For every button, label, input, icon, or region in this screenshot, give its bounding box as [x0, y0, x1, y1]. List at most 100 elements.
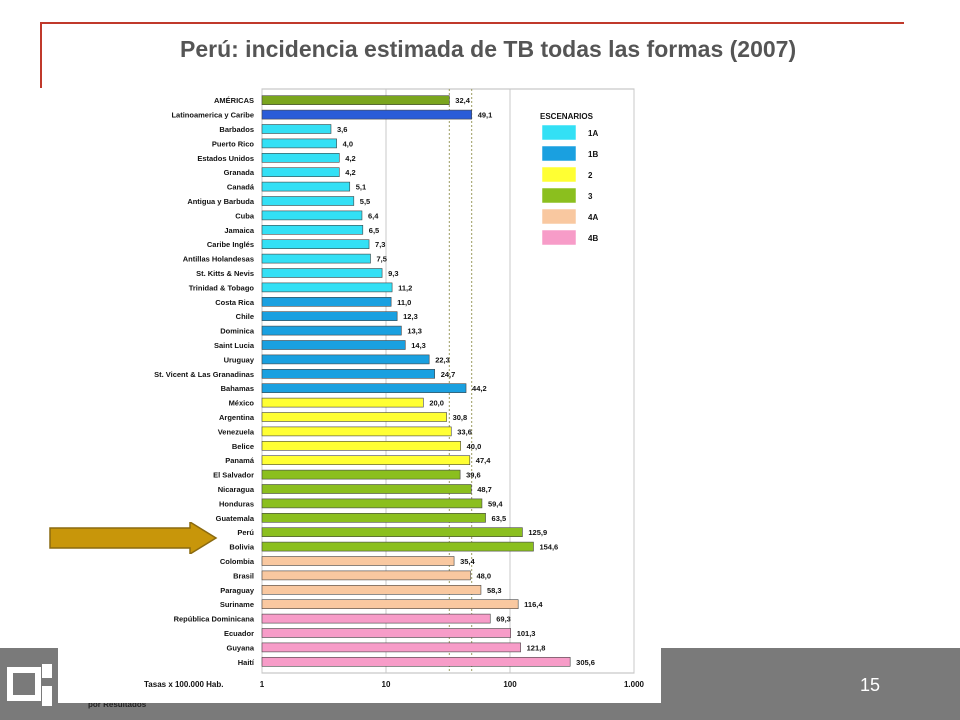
bar — [261, 484, 472, 494]
bar-value-label: 3,6 — [337, 125, 347, 134]
bar — [261, 656, 571, 667]
bar-value-label: 154,6 — [539, 543, 558, 552]
category-label: Trinidad & Tobago — [189, 283, 255, 292]
bar — [261, 210, 363, 221]
bar — [261, 167, 340, 177]
category-label: Honduras — [219, 499, 254, 508]
bar-value-label: 63,5 — [492, 514, 507, 523]
bar-value-label: 121,8 — [527, 643, 546, 652]
bar-value-label: 44,2 — [472, 384, 487, 393]
bar — [261, 325, 402, 336]
bar — [261, 196, 355, 206]
bar — [261, 512, 486, 523]
category-label: Caribe Inglés — [207, 240, 254, 249]
bar-value-label: 14,3 — [411, 341, 426, 350]
category-label: Guyana — [226, 643, 254, 652]
x-tick-label: 1.000 — [624, 680, 645, 689]
legend-swatch — [541, 187, 577, 204]
bar-value-label: 4,2 — [345, 154, 355, 163]
bar — [261, 412, 447, 422]
bar-value-label: 30,8 — [453, 413, 468, 422]
bar — [261, 541, 534, 552]
legend-swatch — [541, 124, 577, 141]
bar — [261, 628, 511, 638]
bar-value-label: 48,0 — [476, 571, 491, 580]
category-label: Ecuador — [224, 629, 254, 638]
category-label: Argentina — [219, 413, 255, 422]
bar-value-label: 5,5 — [360, 197, 370, 206]
bar-value-label: 4,2 — [345, 168, 355, 177]
bar-value-label: 49,1 — [478, 111, 493, 120]
legend-title: ESCENARIOS — [540, 112, 594, 121]
category-label: Suriname — [220, 600, 254, 609]
bar — [261, 556, 455, 566]
bar-value-label: 33,6 — [457, 427, 472, 436]
bar — [261, 455, 471, 466]
bar-value-label: 20,0 — [429, 399, 444, 408]
category-label: Colombia — [220, 557, 255, 566]
bar-value-label: 58,3 — [487, 586, 502, 595]
chart-panel: 1 10 100 1.000 Tasas x 100.000 Hab. AMÉRICAS 3… — [58, 78, 661, 703]
highlight-arrow-icon — [49, 522, 218, 554]
bar-value-label: 35,4 — [460, 557, 475, 566]
x-tick-label: 10 — [382, 680, 391, 689]
bar-value-label: 39,6 — [466, 471, 481, 480]
bar-value-label: 32,4 — [455, 96, 470, 105]
x-axis-label: Tasas x 100.000 Hab. — [144, 680, 223, 689]
category-label: Barbados — [219, 125, 254, 134]
bar — [261, 153, 340, 163]
bar-value-label: 101,3 — [517, 629, 536, 638]
bar — [261, 95, 450, 106]
bar — [261, 469, 461, 480]
bar — [261, 613, 491, 624]
bar — [261, 498, 483, 509]
bar — [261, 570, 471, 581]
category-label: Estados Unidos — [197, 154, 254, 163]
bar-value-label: 69,3 — [496, 615, 511, 624]
bar — [261, 225, 364, 235]
title-side-rule — [40, 22, 42, 88]
bar-value-label: 12,3 — [403, 312, 418, 321]
legend-label: 3 — [588, 192, 593, 201]
title-rule — [40, 22, 904, 24]
footer-logo-text: por Resultados — [88, 700, 147, 709]
bar-value-label: 6,5 — [369, 226, 379, 235]
category-label: Granada — [224, 168, 255, 177]
slide-title: Perú: incidencia estimada de TB todas la… — [180, 36, 797, 62]
x-tick-label: 1 — [260, 680, 265, 689]
bar — [261, 383, 467, 394]
bar — [261, 642, 521, 653]
category-label: Cuba — [235, 211, 255, 220]
category-label: Bahamas — [221, 384, 254, 393]
legend-swatch — [541, 208, 577, 225]
category-label: El Salvador — [213, 471, 254, 480]
category-label: Belice — [232, 442, 254, 451]
bar-value-label: 11,0 — [397, 298, 411, 307]
bar-value-label: 7,5 — [377, 255, 387, 264]
category-label: Saint Lucia — [214, 341, 255, 350]
bar — [261, 397, 424, 408]
legend-label: 4B — [588, 234, 598, 243]
category-label: México — [229, 399, 255, 408]
bar — [261, 426, 452, 437]
bar-value-label: 9,3 — [388, 269, 398, 278]
footer-logo-icon — [7, 664, 52, 706]
bar — [261, 311, 398, 321]
bar-value-label: 47,4 — [476, 456, 491, 465]
bar-value-label: 305,6 — [576, 658, 595, 667]
bar — [261, 253, 371, 264]
bar — [261, 368, 435, 379]
bar — [261, 440, 461, 451]
category-label: Haití — [238, 658, 255, 667]
category-label: Puerto Rico — [212, 139, 255, 148]
bar-value-label: 7,3 — [375, 240, 385, 249]
bar-value-label: 59,4 — [488, 499, 503, 508]
category-label: St. Kitts & Nevis — [196, 269, 254, 278]
bar — [261, 297, 392, 307]
category-label: Nicaragua — [218, 485, 255, 494]
category-label: Perú — [237, 528, 254, 537]
bar-value-label: 22,3 — [435, 355, 450, 364]
category-label: Paraguay — [220, 586, 255, 595]
bar-value-label: 125,9 — [528, 528, 547, 537]
category-label: St. Vicent & Las Granadinas — [154, 370, 254, 379]
